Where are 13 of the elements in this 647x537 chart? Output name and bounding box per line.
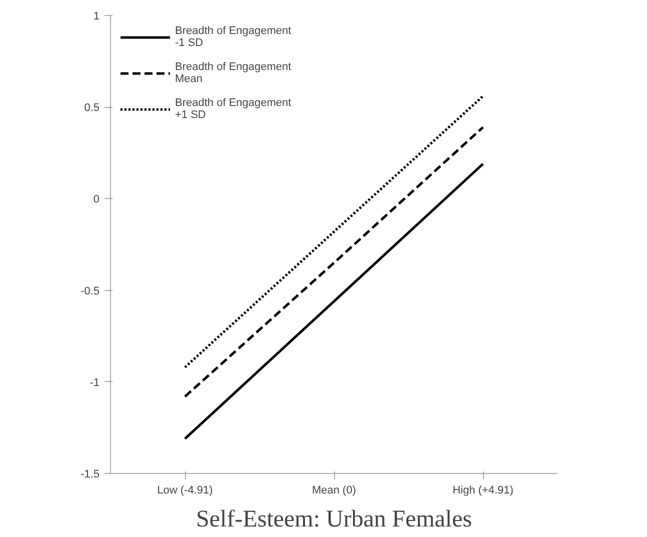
x-tick-label: High (+4.91) [452, 484, 514, 496]
x-tick-label: Low (-4.91) [157, 484, 213, 496]
legend-label: Breadth of Engagement Mean [175, 61, 292, 85]
y-tick-label: -0.5 [80, 285, 100, 298]
legend-label: Breadth of Engagement +1 SD [175, 97, 292, 121]
legend-label: Breadth of Engagement -1 SD [175, 25, 292, 49]
y-tick-label: 0 [93, 194, 100, 206]
y-tick-label: 0.5 [84, 102, 100, 114]
x-tick-label: Mean (0) [312, 484, 356, 496]
y-tick-label: 1 [93, 10, 100, 22]
y-tick-label: -1.5 [80, 468, 100, 480]
y-tick-label: -1 [90, 376, 100, 389]
text: Self-Esteem: Urban Females [196, 506, 472, 532]
